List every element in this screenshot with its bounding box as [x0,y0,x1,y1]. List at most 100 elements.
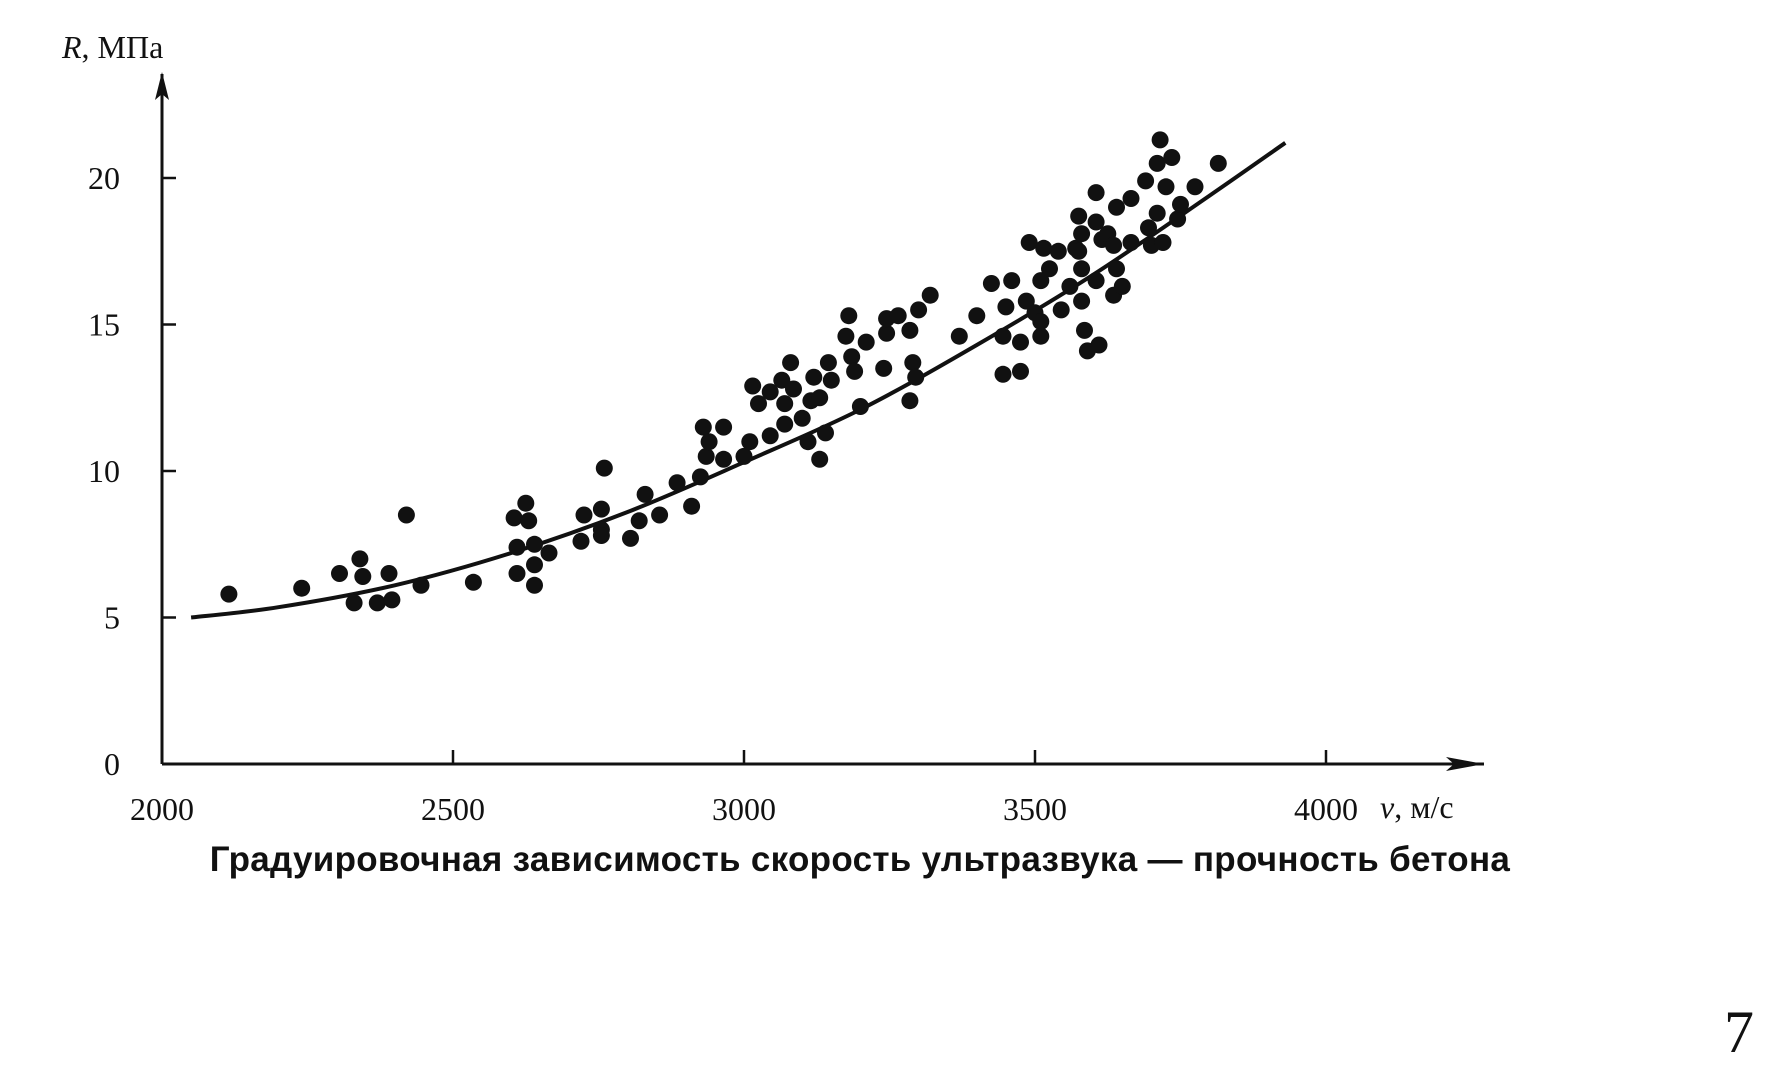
x-axis-label: v, м/с [1380,789,1454,825]
data-point [1076,321,1093,339]
data-point [630,512,648,530]
data-point [505,509,523,527]
data-points [220,131,1227,612]
data-point [1122,234,1140,251]
figure-caption: Градуировочная зависимость скорость ульт… [209,840,1511,879]
data-point [776,395,794,413]
data-point [540,544,558,562]
data-point [700,433,718,451]
x-ticks: 2000 2500 3000 3500 4000 [130,750,1358,827]
data-point [843,348,861,366]
data-point [901,321,919,339]
data-point [1041,260,1058,278]
data-point [397,506,415,524]
data-point [683,497,701,515]
data-point [331,565,348,582]
data-point [910,301,928,319]
data-point [715,450,733,468]
data-point [846,362,864,380]
data-point [412,576,430,594]
data-point [1032,272,1050,290]
data-point [997,298,1015,316]
data-point [811,389,829,407]
data-point [1012,362,1029,380]
data-point [1073,260,1091,278]
data-point [904,354,922,372]
x-axis-unit: , м/с [1394,789,1453,825]
data-point [994,327,1012,345]
data-point [1032,313,1050,331]
y-tick-label: 15 [88,307,120,343]
y-ticks: 0 5 10 15 20 [88,160,176,782]
data-point [508,538,526,556]
data-point [1070,242,1088,260]
data-point [744,377,762,395]
data-point [817,424,834,442]
data-point [782,354,800,372]
data-point [1209,154,1227,172]
data-point [811,450,829,468]
data-point [1172,195,1189,213]
data-point [994,365,1012,383]
y-tick-label: 0 [104,746,120,782]
data-point [1032,327,1050,345]
data-point [575,506,593,524]
x-tick-label: 3500 [1003,791,1067,827]
data-point [526,556,543,574]
data-point [1108,260,1125,278]
y-tick-label: 10 [88,453,120,489]
data-point [785,380,802,398]
data-point [1017,292,1035,310]
data-point [508,565,526,582]
data-point [1035,239,1053,257]
data-point [851,398,869,415]
data-point [1061,277,1079,295]
data-point [1186,178,1204,196]
x-axis-variable: v [1380,789,1395,825]
data-point [526,535,543,553]
data-point [383,591,401,609]
data-point [351,550,369,568]
data-point [1122,190,1140,207]
data-point [651,506,669,524]
data-point [572,532,590,550]
data-point [1154,234,1172,251]
page-number: 7 [1724,999,1754,1065]
data-point [622,529,639,547]
data-point [636,485,654,503]
data-point [822,371,840,389]
data-point [715,418,733,436]
x-tick-label: 4000 [1294,791,1358,827]
data-point [735,447,753,465]
x-tick-label: 3000 [712,791,776,827]
y-tick-label: 5 [104,600,120,636]
data-point [968,307,986,325]
data-point [220,585,238,603]
data-point [1163,149,1181,166]
data-point [1148,154,1166,172]
data-point [875,359,893,377]
data-point [921,286,939,304]
data-point [819,354,837,372]
data-point [464,573,482,591]
data-point [793,409,811,427]
data-point [1049,242,1067,260]
data-point [691,468,709,486]
data-point [1090,336,1108,354]
data-point [354,568,372,585]
data-point [1108,198,1125,216]
data-point [1148,204,1166,222]
data-point [293,579,311,597]
y-axis-label: R, МПа [61,29,163,65]
y-axis-unit: , МПа [82,29,164,65]
data-point [1113,277,1131,295]
data-point [380,565,398,582]
data-point [517,494,535,512]
x-tick-label: 2500 [421,791,485,827]
data-point [668,474,686,492]
data-point [1012,333,1029,351]
data-point [1105,236,1123,254]
data-point [1073,292,1091,310]
data-point [520,512,538,530]
